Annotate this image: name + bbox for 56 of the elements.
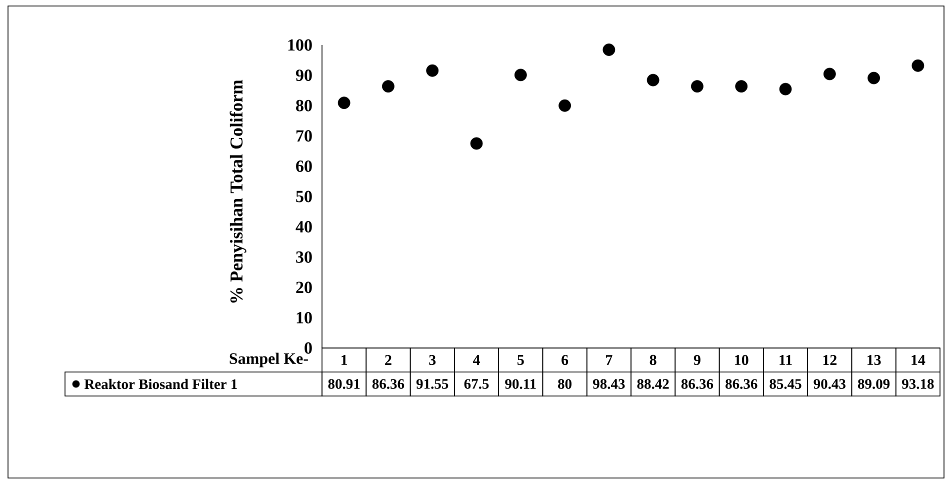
legend-label: Reaktor Biosand Filter 1 [84, 378, 237, 390]
x-tick-label: 9 [694, 354, 700, 366]
x-tick-label: 2 [385, 355, 392, 365]
point [426, 64, 439, 77]
point [470, 137, 483, 150]
y-tick-label: 20 [296, 282, 312, 294]
point [558, 99, 571, 112]
x-tick-label: 7 [606, 355, 612, 365]
point [382, 80, 394, 93]
x-tick-label: 12 [823, 355, 837, 365]
data-label: 80.91 [328, 379, 360, 389]
x-tick-label: 14 [912, 355, 926, 365]
data-label: 91.55 [416, 379, 448, 389]
data-label: 80 [558, 379, 572, 389]
x-tick-label: 6 [562, 354, 568, 366]
point [646, 74, 660, 86]
y-tick-label: 10 [296, 312, 312, 324]
point [823, 68, 836, 80]
y-tick-label: 100 [288, 39, 312, 51]
y-axis-title: % Penyisihan Total Coliform [230, 80, 246, 303]
data-label: 67.5 [464, 379, 489, 389]
x-tick-label: 8 [650, 354, 656, 366]
y-tick-label: 40 [296, 221, 312, 233]
y-tick-label: 50 [296, 190, 312, 202]
data-label: 89.09 [858, 379, 890, 389]
point [868, 72, 880, 84]
point [735, 80, 748, 93]
point [514, 68, 527, 82]
x-tick-label: 11 [780, 355, 792, 365]
data-label: 86.36 [372, 379, 404, 389]
x-tick-label: 1 [342, 355, 348, 365]
point [602, 44, 616, 56]
data-label: 86.36 [726, 379, 758, 389]
y-tick-label: 0 [304, 342, 312, 354]
data-label: 86.36 [681, 379, 714, 389]
x-tick-label: 13 [867, 354, 881, 366]
data-label: 90.11 [505, 379, 536, 389]
x-tick-label: 3 [429, 354, 436, 366]
y-tick-label: 80 [296, 100, 312, 112]
point [779, 82, 792, 96]
y-tick-label: 60 [296, 160, 312, 172]
point [691, 80, 704, 93]
y-tick-label: 30 [296, 251, 312, 263]
data-label: 85.45 [770, 379, 802, 389]
x-tick-label: 5 [517, 354, 524, 365]
x-axis-title: Sampel Ke- [230, 352, 308, 368]
point [912, 59, 924, 72]
y-tick-label: 90 [296, 70, 312, 82]
point [338, 96, 350, 110]
x-tick-label: 10 [735, 354, 748, 366]
data-label: 93.18 [902, 379, 934, 389]
x-tick-label: 4 [472, 355, 480, 365]
data-label: 98.43 [593, 379, 625, 389]
data-label: 90.43 [814, 379, 846, 389]
data-label: 88.42 [637, 379, 669, 389]
y-tick-label: 70 [296, 130, 312, 142]
